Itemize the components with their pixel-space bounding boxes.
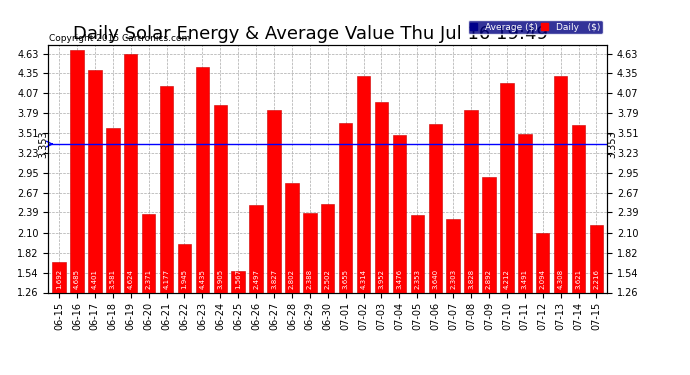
Text: 3.476: 3.476 — [396, 269, 402, 289]
Bar — [357, 76, 371, 375]
Text: 3.905: 3.905 — [217, 269, 224, 289]
Text: Copyright 2015 Cartronics.com: Copyright 2015 Cartronics.com — [49, 33, 190, 42]
Text: 4.685: 4.685 — [74, 269, 80, 289]
Bar — [231, 271, 245, 375]
Text: 3.353: 3.353 — [607, 130, 617, 158]
Text: 3.353: 3.353 — [38, 130, 48, 158]
Bar — [590, 225, 603, 375]
Text: 2.303: 2.303 — [450, 269, 456, 289]
Bar — [52, 262, 66, 375]
Bar — [393, 135, 406, 375]
Bar — [536, 233, 549, 375]
Text: 4.308: 4.308 — [558, 269, 564, 289]
Text: 1.945: 1.945 — [181, 269, 188, 289]
Text: 4.314: 4.314 — [361, 269, 366, 289]
Text: 1.692: 1.692 — [56, 269, 62, 289]
Text: 4.435: 4.435 — [199, 269, 206, 289]
Text: 2.497: 2.497 — [253, 269, 259, 289]
Text: 2.502: 2.502 — [325, 269, 331, 289]
Bar — [428, 124, 442, 375]
Bar — [178, 244, 191, 375]
Text: 1.567: 1.567 — [235, 269, 242, 289]
Bar — [249, 205, 263, 375]
Bar — [482, 177, 495, 375]
Text: 3.952: 3.952 — [379, 269, 384, 289]
Text: 2.353: 2.353 — [414, 269, 420, 289]
Title: Daily Solar Energy & Average Value Thu Jul 16 19:49: Daily Solar Energy & Average Value Thu J… — [73, 26, 549, 44]
Bar — [160, 86, 173, 375]
Legend: Average ($), Daily   ($): Average ($), Daily ($) — [468, 20, 602, 34]
Text: 3.655: 3.655 — [343, 269, 348, 289]
Bar — [70, 50, 83, 375]
Text: 4.212: 4.212 — [504, 269, 510, 289]
Text: 2.388: 2.388 — [307, 269, 313, 289]
Text: 3.827: 3.827 — [271, 269, 277, 289]
Text: 2.892: 2.892 — [486, 269, 492, 289]
Text: 3.828: 3.828 — [468, 269, 474, 289]
Bar — [196, 68, 209, 375]
Bar — [213, 105, 227, 375]
Bar — [554, 76, 567, 375]
Bar — [500, 83, 513, 375]
Bar — [285, 183, 299, 375]
Text: 2.216: 2.216 — [593, 269, 600, 289]
Text: 4.177: 4.177 — [164, 269, 170, 289]
Bar — [124, 54, 137, 375]
Text: 4.401: 4.401 — [92, 269, 98, 289]
Bar — [446, 219, 460, 375]
Bar — [518, 134, 531, 375]
Text: 2.371: 2.371 — [146, 269, 152, 289]
Text: 3.640: 3.640 — [432, 269, 438, 289]
Bar — [572, 125, 585, 375]
Bar — [464, 110, 477, 375]
Bar — [303, 213, 317, 375]
Bar — [375, 102, 388, 375]
Bar — [339, 123, 353, 375]
Bar — [321, 204, 335, 375]
Text: 3.581: 3.581 — [110, 269, 116, 289]
Text: 4.624: 4.624 — [128, 269, 134, 289]
Text: 3.491: 3.491 — [522, 269, 528, 289]
Bar — [267, 111, 281, 375]
Bar — [88, 70, 101, 375]
Text: 2.802: 2.802 — [289, 269, 295, 289]
Bar — [411, 215, 424, 375]
Bar — [106, 128, 119, 375]
Text: 2.094: 2.094 — [540, 269, 546, 289]
Bar — [142, 214, 155, 375]
Text: 3.621: 3.621 — [575, 269, 582, 289]
